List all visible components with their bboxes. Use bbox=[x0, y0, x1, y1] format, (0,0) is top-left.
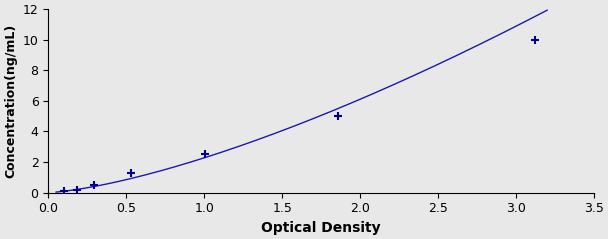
X-axis label: Optical Density: Optical Density bbox=[261, 221, 381, 235]
Y-axis label: Concentration(ng/mL): Concentration(ng/mL) bbox=[4, 24, 17, 178]
